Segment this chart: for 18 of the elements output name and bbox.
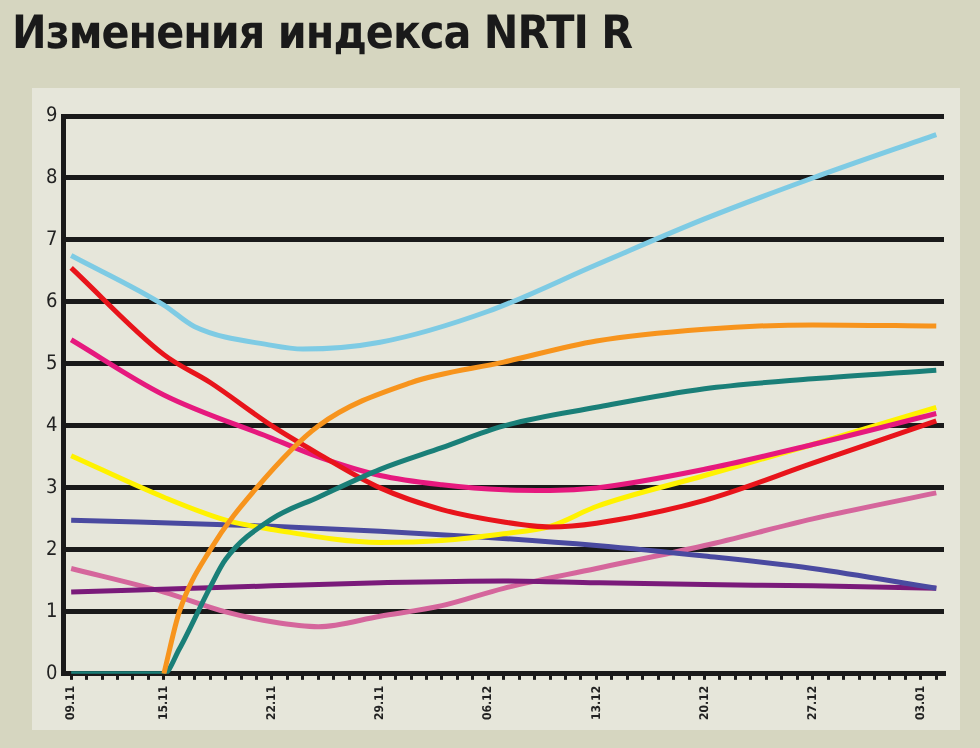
y-tick-label: 9 [45,105,58,128]
y-tick-label: 1 [45,601,58,624]
line-series [68,490,939,630]
y-tick-label: 2 [45,539,58,562]
y-tick-label: 6 [45,291,58,314]
y-tick-label: 0 [45,663,58,686]
y-tick-label: 3 [45,477,58,500]
y-tick-label: 7 [45,229,58,252]
line-series [161,322,939,674]
line-series [68,367,939,674]
y-tick-label: 4 [45,415,58,438]
y-tick-label: 5 [45,353,58,376]
line-series [68,265,939,530]
line-series [68,337,939,493]
line-series [68,517,939,591]
y-tick-label: 8 [45,167,58,190]
chart-title: Изменения индекса NRTI R [12,8,633,60]
line-series [68,132,939,352]
